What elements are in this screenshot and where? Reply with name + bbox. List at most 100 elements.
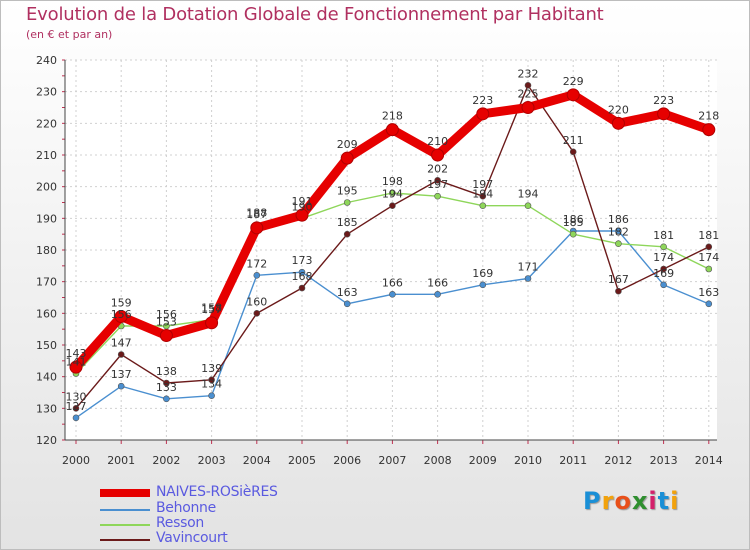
point-naives-rosi-res-2012 (611, 116, 625, 130)
data-label-naives-rosi-res-2010: 225 (518, 88, 539, 101)
point-behonne-2009 (479, 281, 487, 289)
point-naives-rosi-res-2008 (431, 148, 445, 162)
point-behonne-2004 (253, 272, 261, 279)
point-vavincourt-2010 (524, 82, 532, 89)
data-label-resson-2004: 188 (246, 207, 267, 220)
data-label-behonne-2003: 134 (201, 378, 222, 391)
point-behonne-2001 (117, 382, 125, 390)
legend-swatch-behonne (100, 509, 150, 511)
x-tick-label-2000: 2000 (62, 454, 90, 467)
data-label-naives-rosi-res-2013: 223 (653, 94, 674, 107)
y-tick-label-220: 220 (36, 117, 57, 130)
point-vavincourt-2007 (389, 202, 396, 209)
point-vavincourt-2009 (479, 192, 487, 200)
x-tick-label-2003: 2003 (198, 454, 226, 467)
x-tick-label-2013: 2013 (650, 454, 678, 467)
point-naives-rosi-res-2002 (159, 329, 173, 342)
data-label-resson-2002: 156 (156, 308, 177, 321)
point-vavincourt-2003 (208, 376, 215, 384)
x-tick-label-2010: 2010 (514, 454, 542, 467)
chart-title: Evolution de la Dotation Globale de Fonc… (26, 4, 604, 25)
logo-letter: i (670, 487, 680, 515)
data-label-vavincourt-2004: 160 (246, 295, 267, 308)
data-label-naives-rosi-res-2000: 143 (66, 347, 87, 360)
data-label-behonne-2012: 186 (608, 213, 629, 226)
data-label-vavincourt-2000: 130 (66, 390, 87, 403)
point-naives-rosi-res-2010 (521, 101, 535, 114)
legend-swatch-vavincourt (100, 539, 150, 541)
x-tick-label-2014: 2014 (695, 454, 723, 467)
x-tick-label-2006: 2006 (333, 454, 361, 467)
data-label-resson-2006: 195 (337, 185, 358, 198)
point-resson-2006 (343, 199, 351, 206)
point-naives-rosi-res-2003 (205, 316, 219, 330)
point-behonne-2008 (434, 291, 441, 298)
data-label-behonne-2008: 166 (427, 276, 448, 289)
data-label-vavincourt-2001: 147 (111, 337, 132, 350)
data-label-vavincourt-2013: 174 (653, 251, 674, 264)
point-vavincourt-2013 (660, 265, 667, 273)
point-naives-rosi-res-2001 (114, 310, 128, 323)
x-tick-label-2011: 2011 (559, 454, 587, 467)
data-label-naives-rosi-res-2012: 220 (608, 103, 629, 116)
point-behonne-2002 (163, 395, 170, 403)
y-tick-label-160: 160 (36, 307, 57, 320)
chart-subtitle: (en € et par an) (26, 28, 113, 41)
x-tick-label-2002: 2002 (152, 454, 180, 467)
data-label-naives-rosi-res-2001: 159 (111, 297, 132, 310)
data-label-behonne-2011: 186 (563, 213, 584, 226)
legend-label-naives-rosieres: NAIVES-ROSièRES (156, 484, 278, 500)
logo-letter: t (657, 487, 671, 515)
point-behonne-2000 (72, 414, 80, 422)
point-behonne-2010 (524, 275, 532, 282)
point-behonne-2005 (298, 268, 306, 276)
point-behonne-2003 (208, 392, 215, 399)
data-label-behonne-2000: 127 (66, 400, 87, 413)
point-vavincourt-2012 (615, 287, 622, 295)
y-tick-label-210: 210 (36, 149, 57, 162)
y-tick-label-230: 230 (36, 86, 57, 99)
legend-swatch-naives-rosieres (100, 489, 150, 497)
point-resson-2008 (434, 192, 441, 200)
x-tick-label-2008: 2008 (424, 454, 452, 467)
data-label-resson-2005: 190 (292, 200, 313, 213)
legend-label-vavincourt: Vavincourt (156, 530, 228, 546)
data-label-vavincourt-2008: 202 (427, 162, 448, 175)
y-tick-label-150: 150 (36, 339, 57, 352)
y-tick-label-180: 180 (36, 244, 57, 257)
data-label-behonne-2004: 172 (246, 257, 267, 270)
point-behonne-2013 (660, 281, 667, 289)
proxiti-logo: Proxiti (583, 487, 679, 515)
point-resson-2011 (569, 230, 577, 238)
data-label-naives-rosi-res-2009: 223 (472, 94, 493, 107)
point-naives-rosi-res-2007 (385, 123, 399, 137)
point-resson-2012 (615, 240, 622, 247)
point-naives-rosi-res-2013 (657, 107, 671, 121)
point-vavincourt-2001 (117, 351, 125, 358)
data-label-resson-2012: 182 (608, 226, 629, 239)
point-resson-2007 (389, 189, 396, 197)
point-resson-2014 (705, 265, 713, 273)
data-label-vavincourt-2006: 185 (337, 216, 358, 229)
data-label-resson-2001: 156 (111, 308, 132, 321)
point-vavincourt-2005 (298, 284, 306, 292)
data-label-naives-rosi-res-2014: 218 (698, 110, 719, 123)
point-behonne-2006 (343, 300, 351, 308)
x-tick-label-2004: 2004 (243, 454, 271, 467)
y-tick-label-120: 120 (36, 434, 57, 447)
legend-label-behonne: Behonne (156, 500, 216, 516)
data-label-behonne-2002: 133 (156, 381, 177, 394)
logo-letter: o (614, 487, 632, 515)
data-label-behonne-2010: 171 (518, 261, 539, 274)
data-label-behonne-2007: 166 (382, 276, 403, 289)
data-label-resson-2000: 141 (66, 356, 87, 369)
point-vavincourt-2008 (434, 177, 441, 184)
point-resson-2010 (524, 202, 532, 209)
x-tick-label-2007: 2007 (378, 454, 406, 467)
data-label-behonne-2014: 163 (698, 286, 719, 299)
y-tick-label-240: 240 (36, 54, 57, 67)
point-naives-rosi-res-2014 (702, 123, 716, 137)
data-label-resson-2009: 194 (472, 188, 493, 201)
data-label-naives-rosi-res-2007: 218 (382, 110, 403, 123)
